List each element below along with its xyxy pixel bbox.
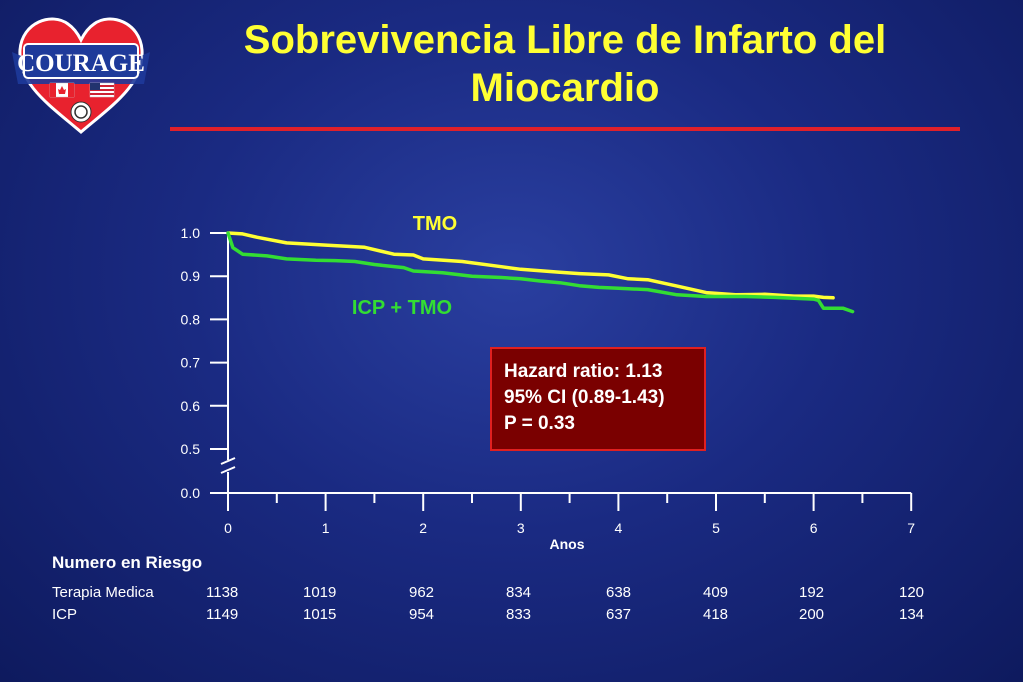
hazard-ratio-box: Hazard ratio: 1.13 95% CI (0.89-1.43) P …	[490, 347, 706, 451]
tmo-series-line	[226, 231, 835, 300]
icp-series-line	[226, 231, 855, 314]
risk-cell: 120	[899, 584, 925, 601]
title-line-2: Miocardio	[470, 66, 660, 110]
x-axis-label: Anos	[550, 536, 585, 552]
y-tick-label: 0.7	[181, 355, 201, 371]
risk-row-label: Terapia Medica	[52, 584, 154, 601]
risk-cell: 418	[703, 606, 729, 623]
risk-cell: 200	[799, 606, 825, 623]
series-lines	[226, 231, 855, 314]
risk-cell: 409	[703, 584, 729, 601]
tmo-series-label: TMO	[413, 213, 457, 235]
risk-row-medical: Terapia Medica 1138 1019 962 834 638 409…	[0, 584, 1023, 604]
y-tick-label: 0.5	[181, 441, 201, 457]
x-tick-label: 0	[224, 520, 232, 536]
risk-cell: 192	[799, 584, 825, 601]
risk-cell: 833	[506, 606, 532, 623]
va-seal-icon	[70, 101, 92, 123]
risk-cell: 1138	[206, 584, 239, 601]
y-tick-label: 0.8	[181, 311, 201, 327]
hazard-ratio-text: Hazard ratio: 1.13	[504, 361, 663, 382]
x-tick-label: 1	[322, 520, 330, 536]
risk-cell: 638	[606, 584, 632, 601]
x-tick-label: 4	[615, 520, 623, 536]
logo-text: COURAGE	[17, 50, 145, 77]
risk-cell: 1149	[206, 606, 239, 623]
risk-cell: 954	[409, 606, 435, 623]
banner-plate	[23, 43, 139, 79]
x-axis: 0 1 2 3 4 5 6 7	[224, 492, 915, 536]
risk-cell: 1019	[303, 584, 337, 601]
page-title: Sobrevivencia Libre de Infarto del Mioca…	[170, 16, 960, 112]
courage-logo: COURAGE	[12, 17, 150, 134]
risk-table-title: Numero en Riesgo	[52, 553, 203, 572]
risk-row-label: ICP	[52, 606, 78, 623]
axis-break-mark	[220, 466, 236, 474]
title-line-1: Sobrevivencia Libre de Infarto del	[243, 18, 887, 62]
x-tick-label: 6	[810, 520, 818, 536]
y-axis: 1.0 0.9 0.8 0.7 0.6 0.5 0.0	[181, 225, 236, 501]
x-tick-label: 5	[712, 520, 720, 536]
icp-series-label: ICP + TMO	[352, 297, 452, 319]
y-tick-label: 1.0	[181, 225, 201, 241]
y-tick-label: 0.6	[181, 398, 201, 414]
x-tick-label: 7	[907, 520, 915, 536]
risk-cell: 834	[506, 584, 532, 601]
x-tick-label: 2	[419, 520, 427, 536]
x-tick-label: 3	[517, 520, 525, 536]
confidence-interval-text: 95% CI (0.89-1.43)	[504, 387, 665, 408]
y-tick-label: 0.9	[181, 268, 201, 284]
risk-cell: 962	[409, 584, 435, 601]
risk-cell: 1015	[303, 606, 337, 623]
axis-break-mark	[220, 457, 236, 465]
p-value-text: P = 0.33	[504, 413, 575, 434]
title-underline	[170, 127, 960, 131]
risk-cell: 134	[899, 606, 925, 623]
risk-cell: 637	[606, 606, 632, 623]
y-tick-label: 0.0	[181, 485, 201, 501]
risk-row-icp: ICP 1149 1015 954 833 637 418 200 134	[0, 606, 1023, 626]
